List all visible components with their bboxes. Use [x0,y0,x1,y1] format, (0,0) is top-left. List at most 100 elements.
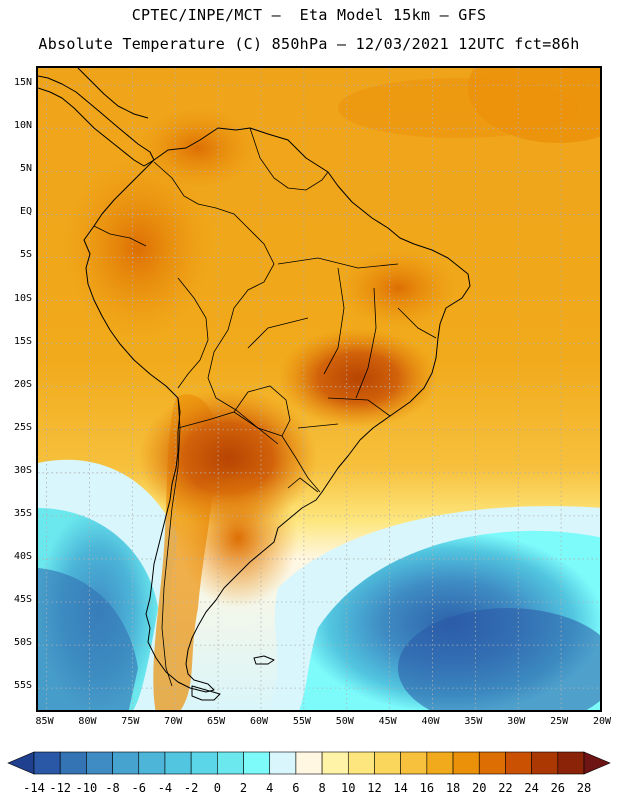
temperature-map [36,66,602,712]
lat-tick-label: 20S [13,378,32,390]
colorbar-swatch [59,751,87,775]
coastline [38,68,471,701]
lat-tick-label: 45S [13,594,32,606]
lon-tick-label: 65W [207,716,226,727]
north-warm-band [338,78,578,138]
lon-tick-label: 60W [249,716,268,727]
colorbar-swatch [112,751,140,775]
colorbar-tick-label: -12 [49,781,72,795]
colorbar-tick-label: 2 [239,781,248,795]
brazil-central-hot [278,328,438,428]
colorbar-tick-label: 26 [550,781,566,795]
colorbar-tick-label: 22 [498,781,513,795]
colorbar-swatch [452,751,480,775]
colorbar-swatch [505,751,532,775]
chart-title-line2: Absolute Temperature (C) 850hPa – 12/03/… [38,35,580,53]
colorbar-tick-label: 8 [318,781,326,795]
colorbar-tick-label: -10 [75,781,98,795]
lat-tick-label: 10S [13,292,32,304]
colorbar-swatch [243,751,271,775]
border-paraguay [233,385,291,437]
colorbar-tick-label: 24 [524,781,539,795]
lat-tick-label: 40S [13,550,32,562]
lon-tick-label: 25W [550,716,569,727]
lon-tick-label: 50W [335,716,354,727]
colorbar-swatch [217,751,244,775]
pacific-cold-core [38,568,138,710]
lat-tick-label: 15S [13,335,32,347]
colorbar-over-arrow [583,751,611,775]
lon-tick-label: 85W [35,716,54,727]
colorbar-swatch [190,751,218,775]
venezuela-warm [138,108,258,188]
lat-tick-label: 5N [19,163,32,175]
lon-tick-label: 75W [121,716,140,727]
lat-tick-label: 25S [13,421,32,433]
colorbar-tick-label: 4 [266,781,274,795]
lon-tick-label: 35W [464,716,483,727]
tierra-del-fuego [191,685,221,701]
lat-tick-label: 10N [13,120,32,132]
colorbar-tick-label: 20 [472,781,487,795]
south-america-coastline [83,127,471,693]
colorbar-tick-label: 18 [445,781,461,795]
colorbar-swatch [374,751,401,775]
colorbar-tick-label: 28 [576,781,592,795]
border-argentina-chile [161,397,181,687]
colorbar [7,751,611,775]
border-peru-bolivia [177,277,209,389]
lon-tick-label: 40W [421,716,440,727]
colorbar-swatch [295,751,323,775]
caribbean-coast [77,68,149,119]
lon-tick-label: 45W [378,716,397,727]
colorbar-tick-label: 14 [393,781,408,795]
colorbar-swatch [557,751,585,775]
brazil-state-borders [247,257,437,429]
colorbar-swatch [531,751,559,775]
lat-tick-label: 15N [13,77,32,89]
central-america-coastline [38,75,155,167]
colorbar-swatch [33,751,61,775]
colorbar-tick-label: 12 [367,781,382,795]
colorbar-swatch [426,751,454,775]
colorbar-swatch [269,751,297,775]
lat-tick-label: 5S [19,249,32,261]
lat-tick-label: EQ [19,206,32,218]
colorbar-tick-label: -14 [23,781,45,795]
country-borders [93,127,437,687]
lon-tick-label: 55W [292,716,311,727]
colorbar-swatch [347,751,375,775]
colorbar-tick-label: 16 [419,781,435,795]
colorbar-swatch [164,751,192,775]
colorbar-swatch [138,751,166,775]
lon-tick-label: 20W [592,716,612,727]
falkland-islands [253,655,275,665]
lon-tick-label: 70W [164,716,183,727]
colorbar-swatch [86,751,113,775]
colorbar-swatch [400,751,428,775]
brazil-northeast-warm [338,248,458,328]
lon-tick-label: 30W [507,716,526,727]
lat-tick-label: 55S [13,680,32,692]
pampas-warm [178,468,298,608]
colorbar-tick-label: -2 [183,781,199,795]
border-ecuador [93,225,147,247]
colorbar-swatch [321,751,349,775]
colorbar-tick-label: -8 [105,781,120,795]
colorbar-tick-label: 0 [213,781,221,795]
lat-tick-label: 30S [13,464,32,476]
colorbar-tick-label: 10 [341,781,356,795]
colorbar-tick-label: -6 [131,781,146,795]
lat-tick-label: 35S [13,507,32,519]
map-canvas [38,68,600,710]
border-brazil-west [207,225,321,493]
colorbar-under-arrow [7,751,35,775]
chart-title-line1: CPTEC/INPE/MCT – Eta Model 15km – GFS [131,6,487,24]
border-colombia-venezuela [153,161,247,227]
lat-tick-label: 50S [13,637,32,649]
colorbar-swatch [478,751,506,775]
colorbar-tick-label: 6 [292,781,300,795]
lon-tick-label: 80W [78,716,97,727]
atlantic-cold-core [398,608,600,710]
border-guianas [249,127,329,191]
